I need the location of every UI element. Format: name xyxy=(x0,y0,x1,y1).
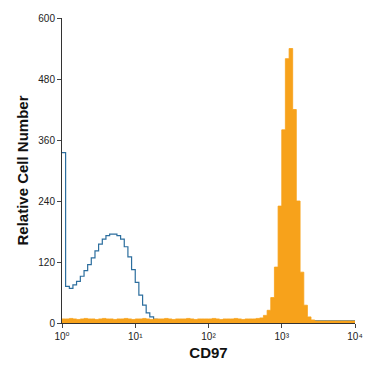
svg-text:10¹: 10¹ xyxy=(128,331,143,342)
svg-text:120: 120 xyxy=(38,257,55,268)
svg-text:0: 0 xyxy=(49,318,55,329)
svg-text:10²: 10² xyxy=(201,331,216,342)
svg-text:240: 240 xyxy=(38,196,55,207)
svg-text:360: 360 xyxy=(38,135,55,146)
svg-text:10³: 10³ xyxy=(275,331,290,342)
svg-text:10⁰: 10⁰ xyxy=(54,331,69,342)
svg-text:CD97: CD97 xyxy=(189,344,227,361)
svg-text:600: 600 xyxy=(38,13,55,24)
svg-text:10⁴: 10⁴ xyxy=(347,331,362,342)
svg-text:Relative Cell Number: Relative Cell Number xyxy=(14,95,31,245)
svg-text:480: 480 xyxy=(38,74,55,85)
